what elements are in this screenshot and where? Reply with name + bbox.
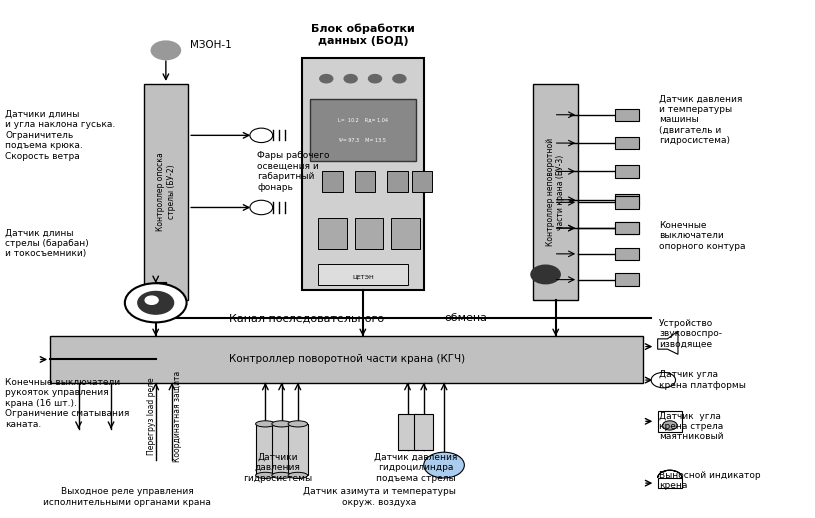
Bar bbox=[412, 171, 432, 192]
Bar bbox=[50, 336, 643, 383]
Circle shape bbox=[138, 292, 174, 314]
Bar bbox=[318, 264, 408, 285]
Text: L=  10.2    Rд= 1.04: L= 10.2 Rд= 1.04 bbox=[338, 118, 388, 122]
Bar bbox=[615, 222, 639, 234]
Text: Датчики длины
и угла наклона гуська.
Ограничитель
подъема крюка.
Скорость ветра: Датчики длины и угла наклона гуська. Огр… bbox=[6, 110, 116, 161]
Text: Датчик длины
стрелы (барабан)
и токосъемники): Датчик длины стрелы (барабан) и токосъем… bbox=[6, 228, 89, 258]
Bar bbox=[615, 137, 639, 149]
Text: Конечные выключатели
рукояток управления
крана (16 шт.).
Ограничение сматывания
: Конечные выключатели рукояток управления… bbox=[6, 378, 130, 428]
Text: Датчик давления
гидроцилиндра
подъема стрелы: Датчик давления гидроцилиндра подъема ст… bbox=[374, 453, 457, 483]
Bar bbox=[615, 194, 639, 206]
Bar bbox=[615, 274, 639, 286]
Bar bbox=[615, 196, 639, 209]
Ellipse shape bbox=[289, 421, 307, 427]
Text: Фары рабочего
освещения и
габаритный
фонарь: Фары рабочего освещения и габаритный фон… bbox=[258, 151, 330, 192]
Text: ЦЕТЭН: ЦЕТЭН bbox=[352, 275, 374, 280]
Bar bbox=[272, 424, 291, 476]
Circle shape bbox=[250, 200, 273, 214]
Bar bbox=[658, 411, 682, 431]
Circle shape bbox=[344, 75, 357, 83]
Circle shape bbox=[145, 296, 158, 305]
Bar bbox=[615, 109, 639, 121]
Bar bbox=[398, 413, 417, 450]
Bar bbox=[533, 84, 578, 300]
Bar bbox=[256, 424, 275, 476]
Circle shape bbox=[424, 452, 465, 478]
Bar bbox=[302, 58, 424, 290]
Bar bbox=[615, 165, 639, 178]
Bar bbox=[318, 218, 346, 249]
Bar bbox=[414, 413, 434, 450]
Text: Перегруз load реле: Перегруз load реле bbox=[148, 377, 156, 455]
Circle shape bbox=[663, 421, 677, 430]
Bar bbox=[322, 171, 342, 192]
Text: Датчики
давления
гидросистемы: Датчики давления гидросистемы bbox=[243, 453, 312, 483]
Bar bbox=[355, 218, 383, 249]
Text: МЗОН-1: МЗОН-1 bbox=[190, 40, 232, 50]
Circle shape bbox=[651, 372, 676, 388]
Text: Датчик угла
крена платформы: Датчик угла крена платформы bbox=[659, 370, 747, 390]
Circle shape bbox=[531, 265, 560, 284]
Circle shape bbox=[319, 75, 333, 83]
Text: Контроллер неповоротной
части крана (БУ-3): Контроллер неповоротной части крана (БУ-… bbox=[546, 138, 566, 246]
Circle shape bbox=[125, 283, 187, 322]
Text: Контроллер поворотной части крана (КГЧ): Контроллер поворотной части крана (КГЧ) bbox=[228, 354, 465, 365]
Circle shape bbox=[152, 41, 180, 60]
Polygon shape bbox=[658, 478, 682, 488]
Bar bbox=[143, 84, 188, 300]
Text: Канал последовательного: Канал последовательного bbox=[229, 313, 384, 323]
Bar bbox=[391, 218, 420, 249]
Bar bbox=[310, 99, 416, 161]
Ellipse shape bbox=[272, 421, 291, 427]
Ellipse shape bbox=[256, 421, 275, 427]
Text: Датчик  угла
крена стрела
маятниковый: Датчик угла крена стрела маятниковый bbox=[659, 411, 724, 441]
Text: Контроллер опоска
стрелы (БУ-2): Контроллер опоска стрелы (БУ-2) bbox=[156, 153, 175, 232]
Text: Координатная защита: Координатная защита bbox=[173, 370, 182, 462]
Text: Устройство
звуковоспро-
изводящее: Устройство звуковоспро- изводящее bbox=[659, 319, 722, 349]
Bar bbox=[615, 222, 639, 234]
Bar bbox=[289, 424, 307, 476]
Ellipse shape bbox=[272, 472, 291, 479]
Polygon shape bbox=[658, 331, 678, 354]
Text: Датчик давления
и температуры
машины
(двигатель и
гидросистема): Датчик давления и температуры машины (дв… bbox=[659, 95, 742, 145]
Ellipse shape bbox=[256, 472, 275, 479]
Text: обмена: обмена bbox=[444, 313, 487, 323]
Ellipse shape bbox=[289, 472, 307, 479]
Text: Блок обработки
данных (БОД): Блок обработки данных (БОД) bbox=[311, 24, 415, 46]
Bar bbox=[387, 171, 408, 192]
Bar bbox=[355, 171, 375, 192]
Text: Конечные
выключатели
опорного контура: Конечные выключатели опорного контура bbox=[659, 221, 746, 251]
Text: Выходное реле управления
исполнительными органами крана: Выходное реле управления исполнительными… bbox=[43, 487, 211, 507]
Text: Выносной индикатор
крена: Выносной индикатор крена bbox=[659, 471, 761, 490]
Text: Датчик азимута и температуры
окруж. воздуха: Датчик азимута и температуры окруж. возд… bbox=[302, 487, 456, 507]
Circle shape bbox=[393, 75, 406, 83]
Circle shape bbox=[368, 75, 381, 83]
Circle shape bbox=[250, 128, 273, 142]
Bar bbox=[615, 248, 639, 260]
Text: Ψ= 97.3    М= 13.5: Ψ= 97.3 М= 13.5 bbox=[339, 138, 386, 143]
